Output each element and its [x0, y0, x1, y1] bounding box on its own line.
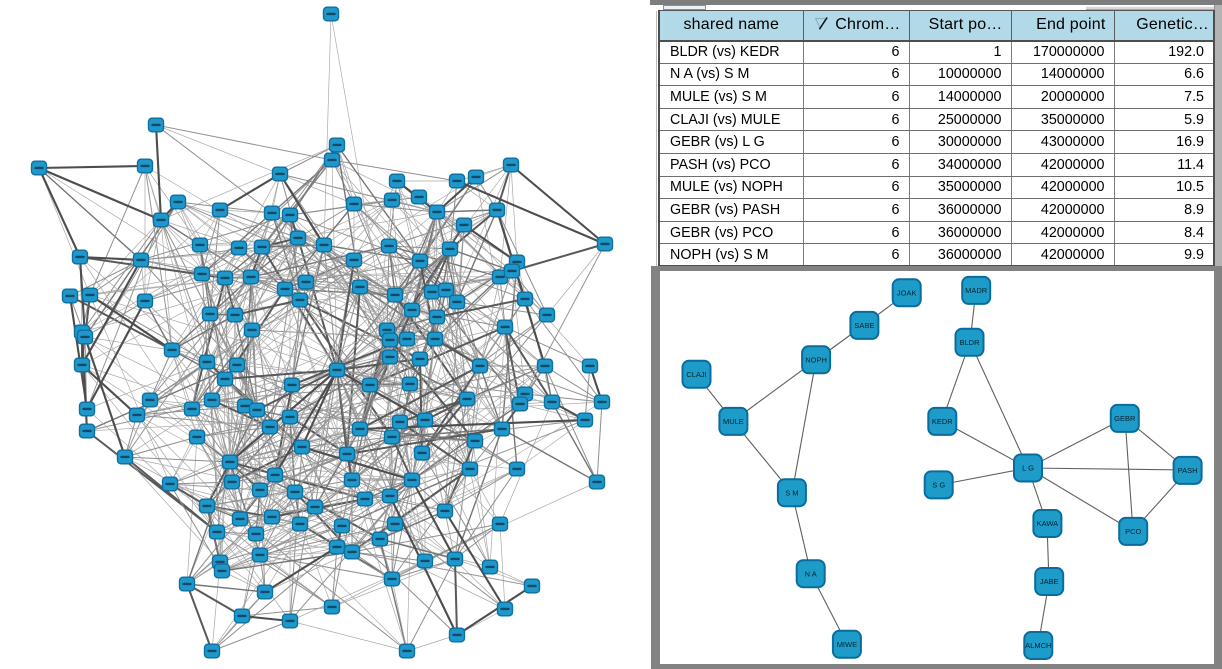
svg-text:PCO: PCO [1125, 527, 1141, 536]
svg-text:S M: S M [785, 488, 798, 497]
svg-text:CLAJI: CLAJI [686, 370, 706, 379]
svg-text:MULE: MULE [723, 417, 744, 426]
svg-text:JOAK: JOAK [897, 288, 917, 297]
svg-text:L G: L G [1022, 464, 1034, 473]
svg-text:S G: S G [932, 481, 945, 490]
svg-text:ALMCH: ALMCH [1025, 641, 1051, 650]
svg-text:JABE: JABE [1040, 577, 1059, 586]
svg-text:NOPH: NOPH [805, 355, 827, 364]
svg-text:PASH: PASH [1178, 466, 1198, 475]
svg-text:N A: N A [805, 569, 817, 578]
svg-text:MIWE: MIWE [837, 640, 857, 649]
svg-text:KAWA: KAWA [1037, 519, 1059, 528]
svg-text:BLDR: BLDR [959, 338, 980, 347]
svg-text:MADR: MADR [965, 286, 988, 295]
svg-text:KEDR: KEDR [932, 417, 953, 426]
svg-text:SABE: SABE [854, 321, 874, 330]
svg-text:GEBR: GEBR [1114, 414, 1136, 423]
